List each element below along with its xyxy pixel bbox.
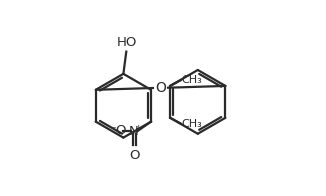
Text: CH₃: CH₃ <box>181 119 202 129</box>
Text: ⁻O: ⁻O <box>110 124 127 137</box>
Text: CH₃: CH₃ <box>181 75 202 85</box>
Text: HO: HO <box>117 36 138 49</box>
Text: O: O <box>129 149 140 162</box>
Text: N: N <box>128 125 138 138</box>
Text: +: + <box>134 124 141 133</box>
Text: O: O <box>155 81 166 95</box>
